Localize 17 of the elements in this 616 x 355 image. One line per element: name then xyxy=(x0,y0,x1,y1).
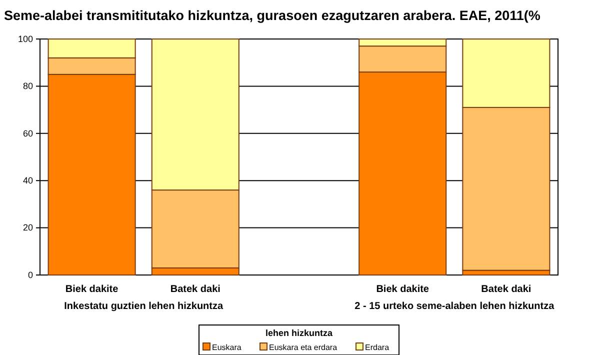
text: Inkestatu guztien lehen hizkuntza xyxy=(64,301,224,312)
x-tick-label: Batek daki xyxy=(481,284,532,296)
y-tick-label: 80 xyxy=(22,81,33,92)
legend-label: Euskara xyxy=(212,343,242,352)
y-tick-label: 60 xyxy=(22,128,33,138)
y-tick-label: 40 xyxy=(22,175,33,186)
x-tick-label: Biek dakite xyxy=(376,284,430,296)
legend-title: lehen hizkuntza xyxy=(265,328,334,338)
y-tick-label: 20 xyxy=(22,222,33,233)
x-tick-label: Biek dakite xyxy=(65,284,119,296)
y-tick-label: 0 xyxy=(28,270,33,280)
legend-label: Erdara xyxy=(365,343,390,352)
chart-title: Seme-alabei transmititutako hizkuntza, gurasoen ezagutzaren arabera. EAE, 2011(% xyxy=(4,8,540,23)
text: 2 - 15 urteko seme-alaben lehen hizkuntza xyxy=(354,301,555,312)
y-tick-label: 100 xyxy=(18,34,33,44)
legend-label: Euskara eta erdara xyxy=(269,343,338,352)
x-tick-label: Batek daki xyxy=(170,284,221,296)
